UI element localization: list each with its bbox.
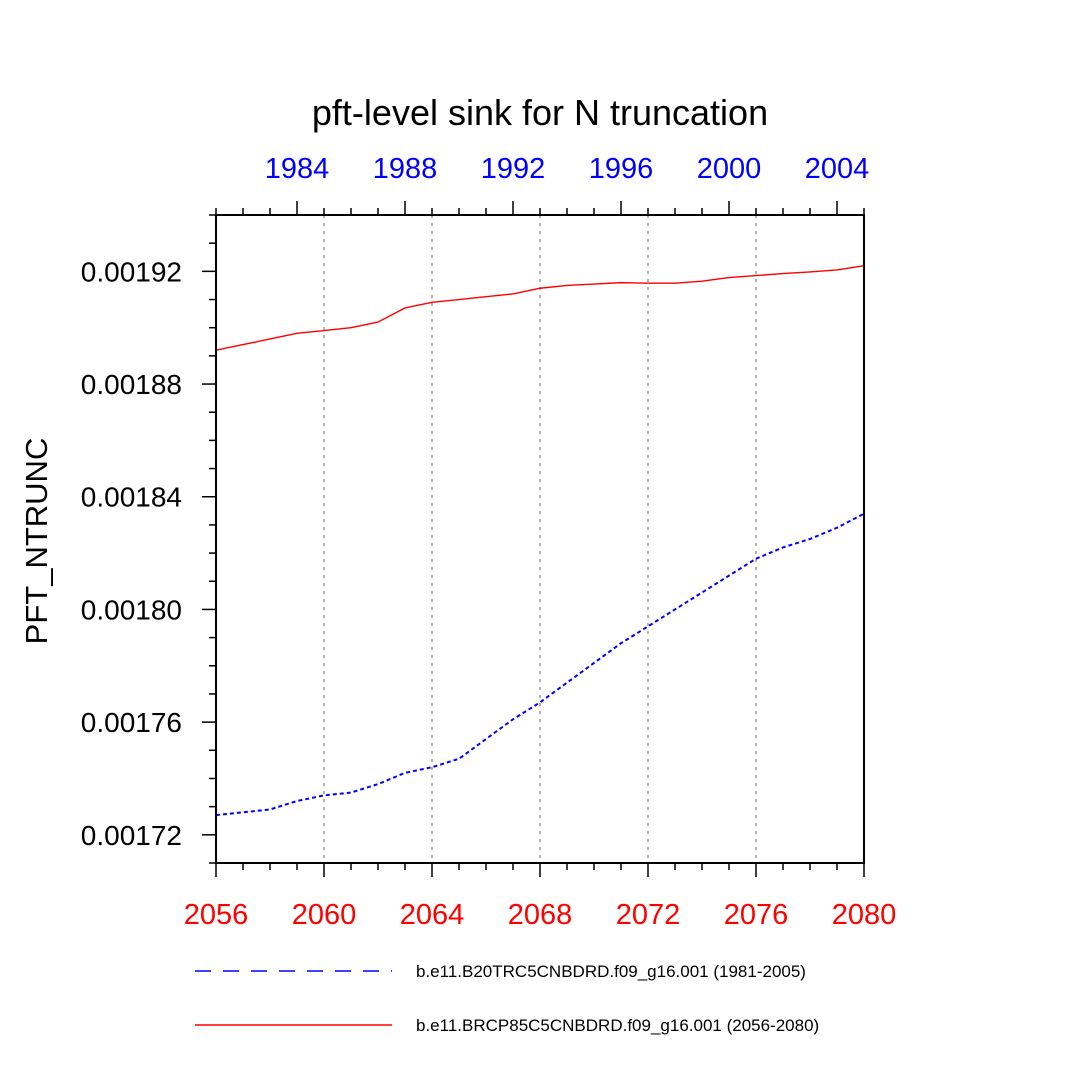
plot-frame [215, 214, 865, 864]
x-tick-label-bottom: 2056 [184, 899, 249, 931]
x-tick-label-bottom: 2076 [724, 899, 789, 931]
x-tick-label-bottom: 2072 [616, 899, 681, 931]
x-tick-label-bottom: 2060 [292, 899, 357, 931]
x-tick-label-top: 1984 [265, 153, 330, 185]
x-tick-label-top: 1988 [373, 153, 438, 185]
y-axis-label: PFT_NTRUNC [19, 438, 54, 645]
tick-labels: 2056 2060 2064 2068 2072 2076 2080 1984 1988 1992… [81, 153, 896, 931]
x-tick-label-top: 1996 [589, 153, 654, 185]
series-line-historical [215, 512, 865, 817]
y-tick-label: 0.00176 [81, 707, 182, 738]
legend-label-future: b.e11.BRCP85C5CNBDRD.f09_g16.001 (2056-2… [416, 1016, 819, 1035]
x-tick-label-bottom: 2064 [400, 899, 465, 931]
y-tick-label: 0.00188 [81, 369, 182, 400]
x-tick-label-bottom: 2068 [508, 899, 573, 931]
x-tick-label-top: 2004 [805, 153, 870, 185]
x-tick-label-top: 2000 [697, 153, 762, 185]
x-tick-label-bottom: 2080 [832, 899, 897, 931]
x-tick-label-top: 1992 [481, 153, 546, 185]
legend-label-historical: b.e11.B20TRC5CNBDRD.f09_g16.001 (1981-20… [416, 962, 806, 981]
grid-lines [323, 215, 757, 863]
series-line-future [215, 265, 865, 351]
series-lines [215, 265, 865, 817]
y-tick-label: 0.00180 [81, 594, 182, 625]
y-tick-label: 0.00192 [81, 256, 182, 287]
axis-ticks [202, 201, 865, 877]
chart-title: pft-level sink for N truncation [312, 92, 768, 133]
y-tick-label: 0.00184 [81, 482, 182, 513]
y-tick-label: 0.00172 [81, 820, 182, 851]
legend: b.e11.B20TRC5CNBDRD.f09_g16.001 (1981-20… [195, 962, 819, 1035]
